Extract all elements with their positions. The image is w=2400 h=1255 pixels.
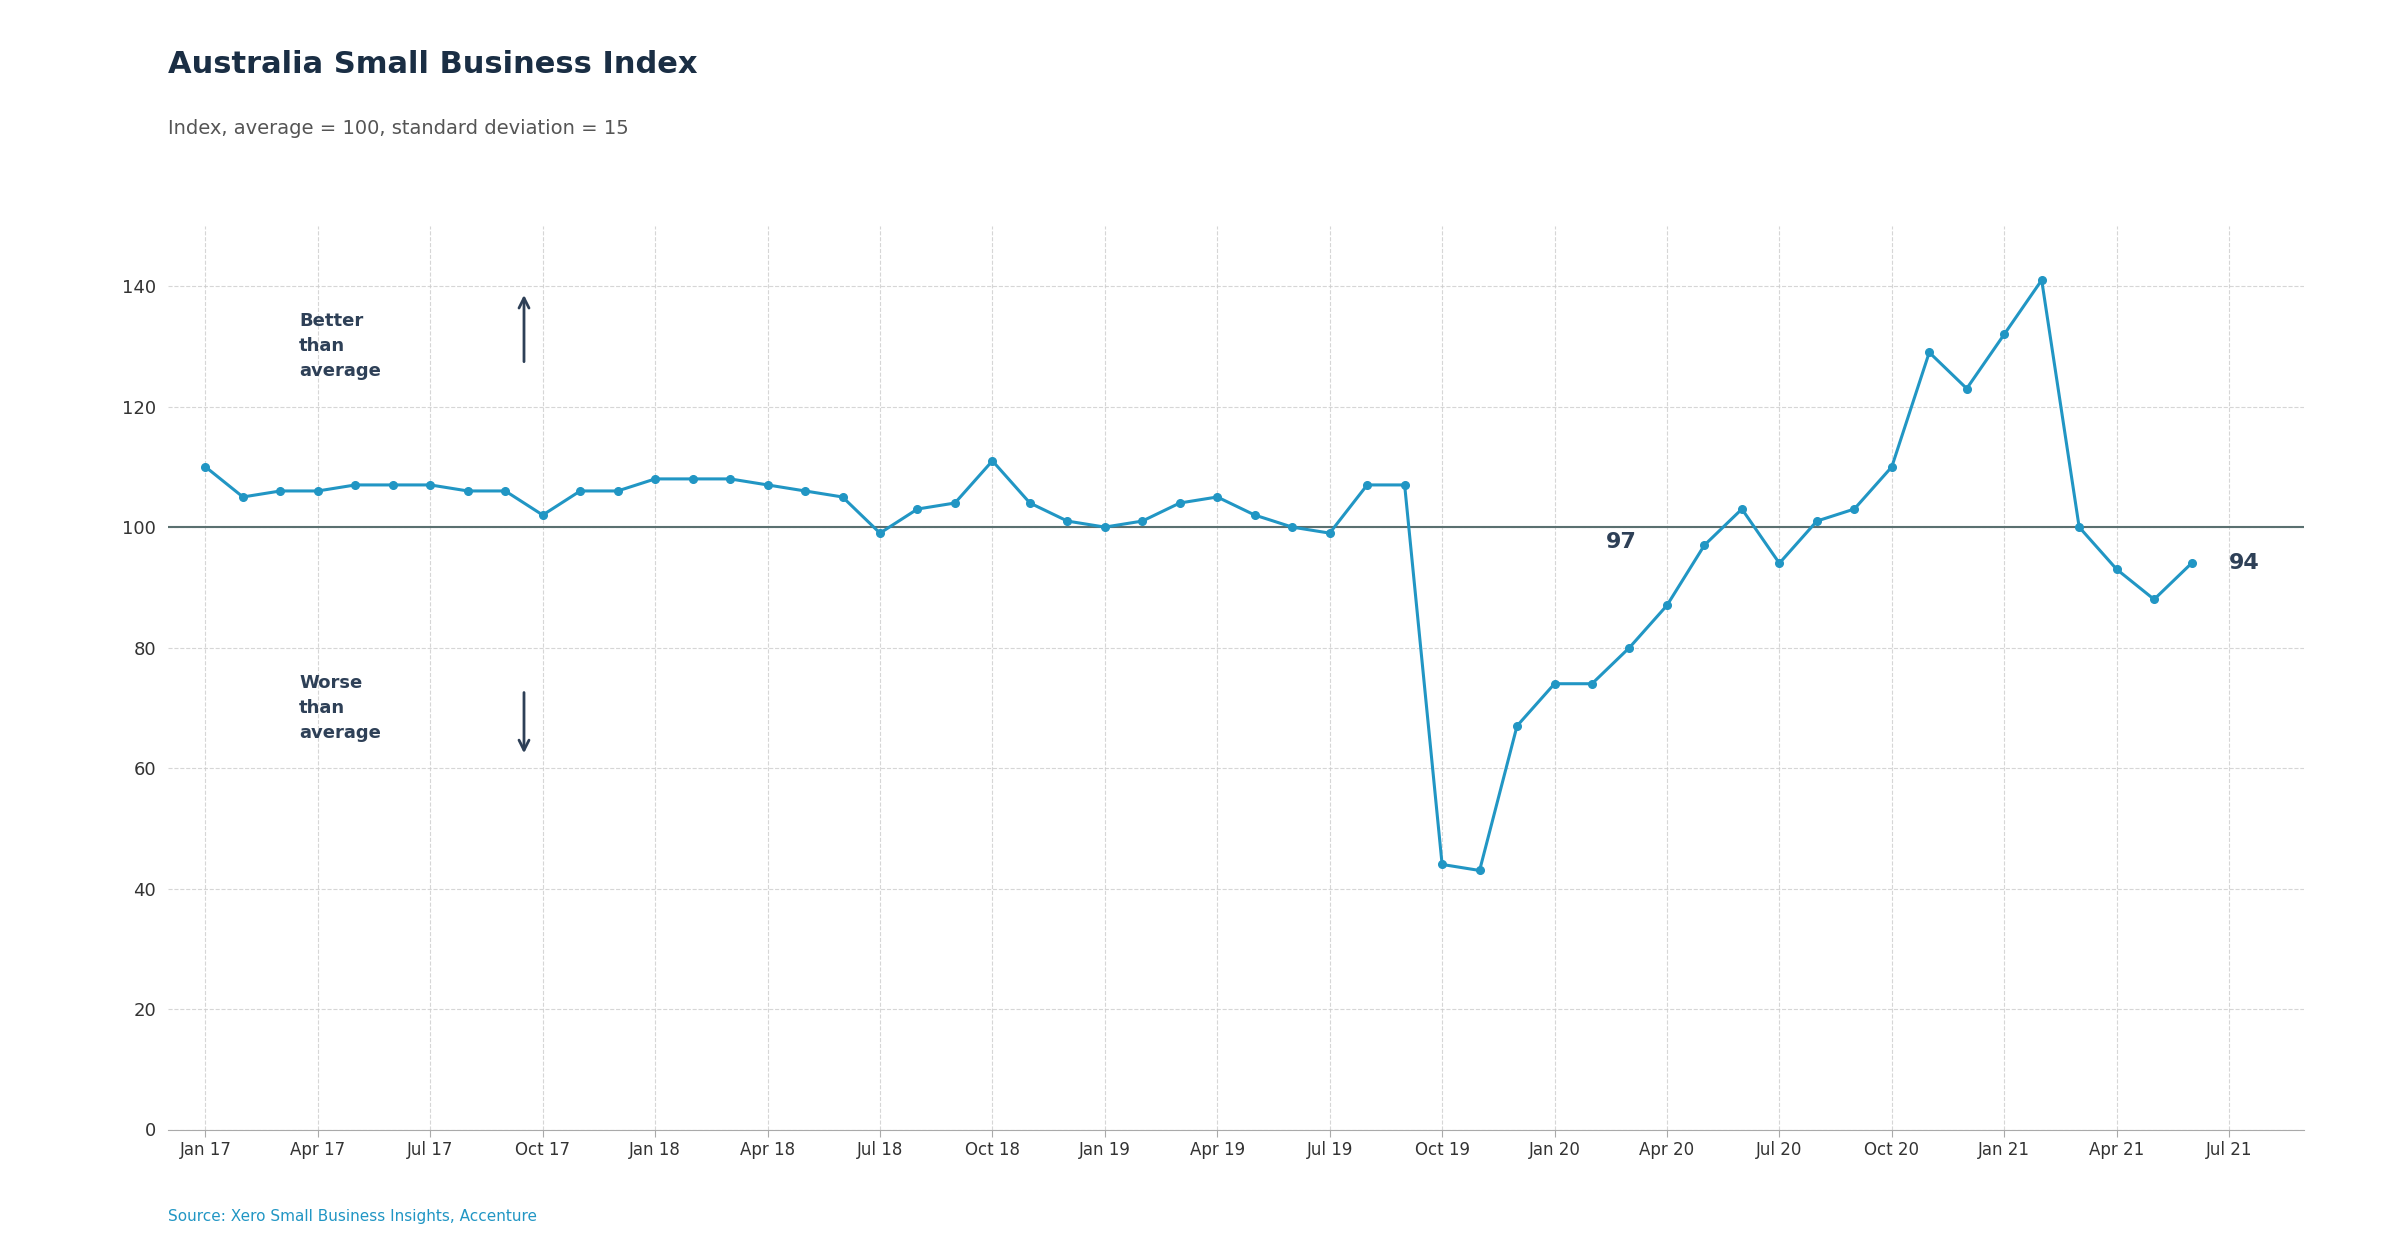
Text: 94: 94 bbox=[2230, 553, 2261, 574]
Text: 97: 97 bbox=[1606, 532, 1637, 552]
Text: Better
than
average: Better than average bbox=[300, 312, 382, 380]
Text: Worse
than
average: Worse than average bbox=[300, 674, 382, 742]
Text: Source: Xero Small Business Insights, Accenture: Source: Xero Small Business Insights, Ac… bbox=[168, 1209, 538, 1224]
Text: Australia Small Business Index: Australia Small Business Index bbox=[168, 50, 698, 79]
Text: Index, average = 100, standard deviation = 15: Index, average = 100, standard deviation… bbox=[168, 119, 629, 138]
